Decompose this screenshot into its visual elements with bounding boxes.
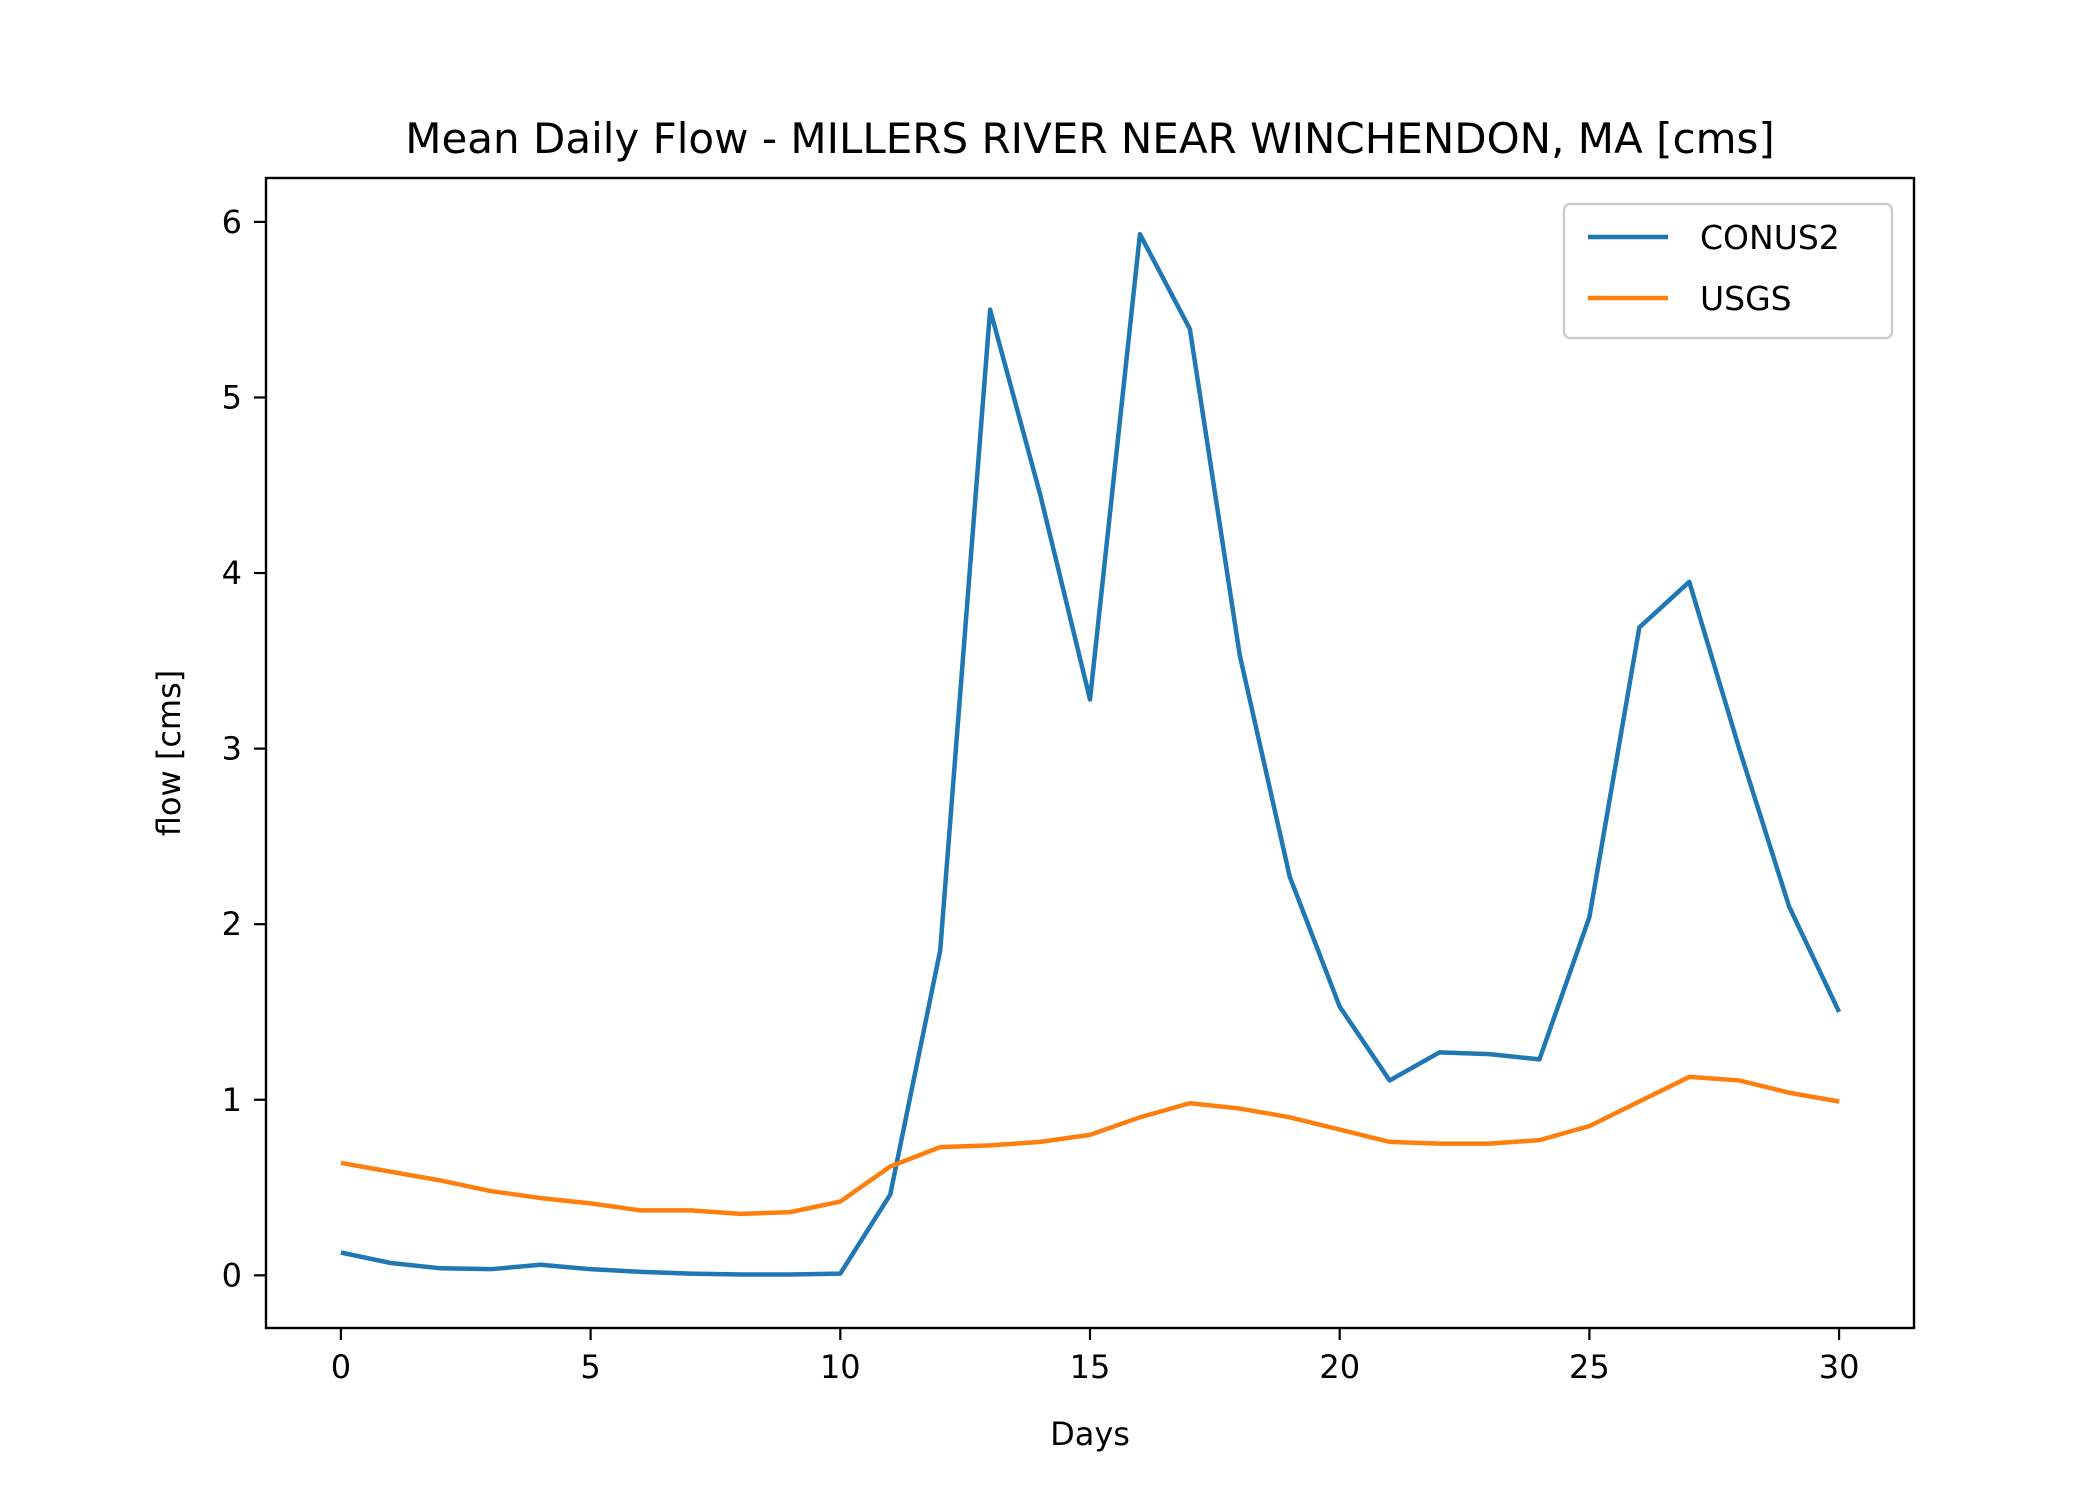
x-tick-label: 0	[331, 1348, 351, 1386]
legend: CONUS2 USGS	[1562, 202, 1894, 340]
y-tick-label: 0	[222, 1256, 242, 1294]
x-tick-label: 10	[820, 1348, 861, 1386]
y-tick-label: 4	[222, 554, 242, 592]
x-tick-label: 15	[1070, 1348, 1111, 1386]
series-line-usgs	[340, 1074, 1840, 1217]
x-tick-label: 25	[1569, 1348, 1610, 1386]
x-tick-label: 30	[1819, 1348, 1860, 1386]
y-tick-label: 5	[222, 378, 242, 416]
y-axis-label: flow [cms]	[150, 670, 188, 836]
y-tick-label: 2	[222, 905, 242, 943]
x-axis-label: Days	[1050, 1415, 1130, 1453]
legend-label-conus2: CONUS2	[1700, 218, 1840, 257]
y-axis-ticks: 0 1 2 3 4 5 6	[222, 203, 266, 1294]
x-tick-label: 20	[1319, 1348, 1360, 1386]
x-axis-ticks: 0 5 10 15 20 25 30	[331, 1328, 1860, 1386]
legend-label-usgs: USGS	[1700, 279, 1792, 318]
chart-title: Mean Daily Flow - MILLERS RIVER NEAR WIN…	[405, 114, 1775, 163]
series-line-conus2	[340, 231, 1842, 1277]
series-layer	[340, 231, 1842, 1277]
y-tick-label: 6	[222, 203, 242, 241]
y-tick-label: 3	[222, 730, 242, 768]
y-tick-label: 1	[222, 1081, 242, 1119]
x-tick-label: 5	[580, 1348, 600, 1386]
